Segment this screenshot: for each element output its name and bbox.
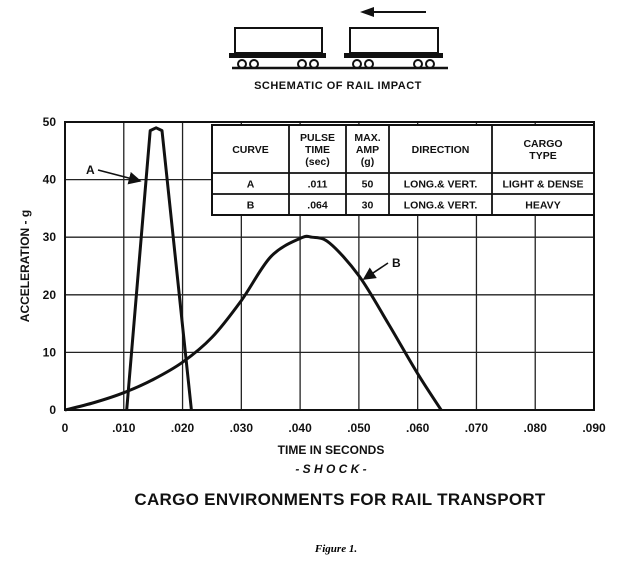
x-tick-label: .030 (230, 421, 254, 435)
rail-impact-schematic: SCHEMATIC OF RAIL IMPACT (229, 7, 448, 92)
figure-number: Figure 1. (314, 543, 357, 555)
table-cell: .011 (308, 179, 328, 191)
y-tick-label: 30 (43, 230, 57, 244)
figure-title: CARGO ENVIRONMENTS FOR RAIL TRANSPORT (134, 490, 546, 509)
table-cell: 50 (362, 179, 374, 191)
x-tick-label: .020 (171, 421, 195, 435)
arrow-left-icon (360, 7, 426, 17)
series-a-line (125, 126, 193, 411)
chart-subtitle: - S H O C K - (295, 462, 366, 476)
table-cell: LONG.& VERT. (404, 179, 478, 191)
x-tick-label: .040 (288, 421, 312, 435)
x-tick-label: .010 (112, 421, 136, 435)
table-header-cell: MAX. AMP (g) (354, 132, 380, 168)
x-tick-label: 0 (62, 421, 69, 435)
table-header-cell: PULSE TIME (sec) (300, 132, 335, 168)
y-ticks: 0 10 20 30 40 50 (43, 115, 57, 417)
y-tick-label: 20 (43, 288, 57, 302)
table-header-cell: CARGO TYPE (523, 138, 562, 162)
x-tick-label: .090 (582, 421, 606, 435)
y-tick-label: 50 (43, 115, 57, 129)
annotations: AB (86, 163, 401, 280)
table-cell: B (247, 200, 255, 212)
rail-car-right (344, 27, 443, 69)
curve-table: CURVE PULSE TIME (sec) MAX. AMP (g) DIRECTION CA… (211, 124, 595, 216)
annotation-a-leader (97, 169, 142, 185)
plot-frame (64, 121, 595, 411)
table-cell: LIGHT & DENSE (502, 179, 583, 191)
table-cell: LONG.& VERT. (404, 200, 478, 212)
table-cell: .064 (307, 200, 328, 212)
y-axis-label: ACCELERATION - g (18, 210, 32, 322)
table-cell: A (247, 179, 255, 191)
x-tick-label: .050 (347, 421, 371, 435)
rail-car-left (229, 27, 326, 69)
annotation-b-label: B (392, 256, 401, 270)
y-tick-label: 40 (43, 173, 57, 187)
table-cell: 30 (362, 200, 374, 212)
x-axis-label: TIME IN SECONDS (278, 443, 385, 457)
x-ticks: 0 .010 .020 .030 .040 .050 .060 .070 .080 .090 (62, 421, 606, 435)
x-tick-label: .080 (524, 421, 548, 435)
annotation-a-label: A (86, 163, 95, 177)
series-b-line (64, 234, 443, 412)
table-header-cell: CURVE (232, 144, 269, 156)
table-header-cell: DIRECTION (412, 144, 470, 156)
y-tick-label: 10 (43, 345, 57, 359)
x-tick-label: .070 (465, 421, 489, 435)
series (64, 126, 443, 412)
plot-area: 0 .010 .020 .030 .040 .050 .060 .070 .080 .090 0 1… (18, 115, 606, 476)
y-tick-label: 0 (49, 403, 56, 417)
x-tick-label: .060 (406, 421, 430, 435)
schematic-caption: SCHEMATIC OF RAIL IMPACT (254, 80, 422, 92)
table-cell: HEAVY (525, 200, 560, 212)
annotation-b-leader (362, 262, 389, 280)
